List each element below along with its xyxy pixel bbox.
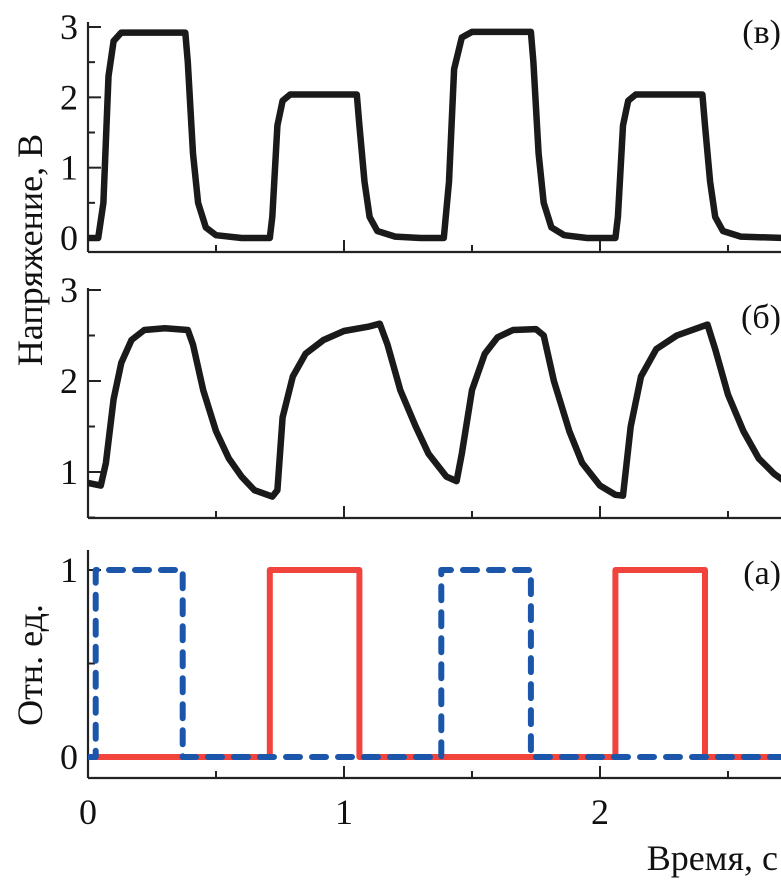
x-axis-label: Время, с	[647, 838, 778, 878]
panel-label-v: (в)	[742, 14, 781, 51]
y-axis-label-voltage: Напряжение, В	[10, 134, 50, 366]
series-voltage-v	[88, 28, 781, 242]
x-tick-label: 0	[79, 792, 97, 832]
y-tick-label: 3	[60, 7, 78, 47]
y-axis-label-relative: Отн. ед.	[10, 604, 50, 726]
series-voltage-b	[88, 320, 781, 500]
y-tick-label: 0	[60, 737, 78, 777]
y-tick-label: 3	[60, 270, 78, 310]
x-tick-label: 1	[335, 792, 353, 832]
y-tick-label: 1	[60, 452, 78, 492]
y-tick-label: 2	[60, 361, 78, 401]
panel-label-b: (б)	[741, 299, 781, 336]
y-tick-label: 1	[60, 550, 78, 590]
panel-label-a: (а)	[743, 555, 781, 592]
series-signal-red	[88, 567, 781, 760]
y-tick-label: 1	[60, 148, 78, 188]
series-signal-blue	[88, 567, 781, 760]
y-tick-label: 2	[60, 77, 78, 117]
x-tick-label: 2	[591, 792, 609, 832]
y-tick-label: 0	[60, 218, 78, 258]
